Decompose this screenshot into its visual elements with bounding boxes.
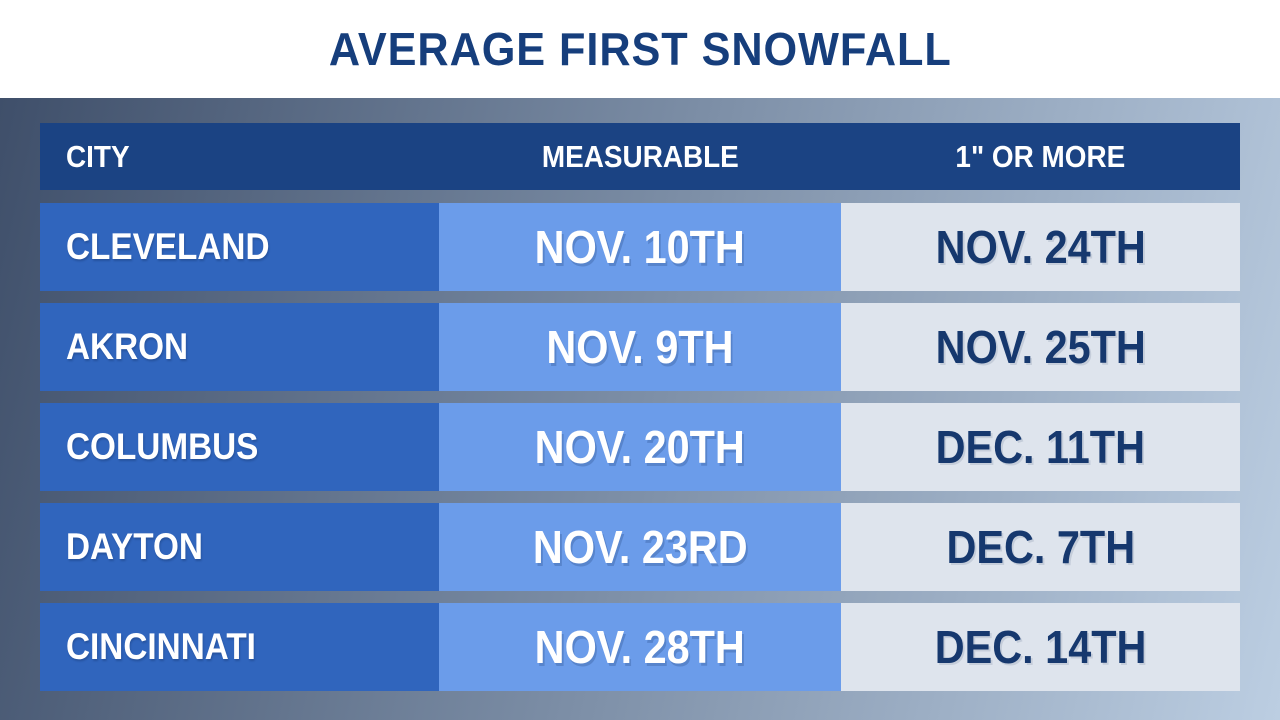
measurable-date: NOV. 20TH bbox=[534, 421, 746, 473]
one-inch-cell: DEC. 14TH bbox=[841, 603, 1240, 691]
table-row: CINCINNATI NOV. 28TH DEC. 14TH bbox=[40, 603, 1240, 691]
measurable-cell: NOV. 20TH bbox=[439, 403, 841, 491]
table-row: CLEVELAND NOV. 10TH NOV. 24TH bbox=[40, 203, 1240, 291]
one-inch-date: DEC. 14TH bbox=[934, 621, 1147, 673]
page-title: AVERAGE FIRST SNOWFALL bbox=[328, 23, 952, 75]
measurable-cell: NOV. 23RD bbox=[439, 503, 841, 591]
measurable-cell: NOV. 10TH bbox=[439, 203, 841, 291]
table-header-row: CITY MEASURABLE 1" OR MORE bbox=[40, 123, 1240, 190]
city-name: COLUMBUS bbox=[66, 426, 259, 467]
header-measurable-label: MEASURABLE bbox=[541, 138, 739, 174]
one-inch-cell: NOV. 25TH bbox=[841, 303, 1240, 391]
measurable-date: NOV. 28TH bbox=[534, 621, 746, 673]
header-one-inch-label: 1" OR MORE bbox=[955, 138, 1126, 174]
city-name: DAYTON bbox=[66, 526, 203, 567]
city-cell: CINCINNATI bbox=[40, 603, 439, 691]
measurable-date: NOV. 9TH bbox=[546, 321, 734, 373]
one-inch-cell: DEC. 11TH bbox=[841, 403, 1240, 491]
one-inch-cell: DEC. 7TH bbox=[841, 503, 1240, 591]
measurable-cell: NOV. 9TH bbox=[439, 303, 841, 391]
header-city-label: CITY bbox=[66, 138, 130, 174]
city-cell: DAYTON bbox=[40, 503, 439, 591]
city-name: CLEVELAND bbox=[66, 226, 270, 267]
one-inch-date: DEC. 11TH bbox=[935, 421, 1146, 473]
table-row: DAYTON NOV. 23RD DEC. 7TH bbox=[40, 503, 1240, 591]
city-cell: COLUMBUS bbox=[40, 403, 439, 491]
city-cell: CLEVELAND bbox=[40, 203, 439, 291]
header-measurable: MEASURABLE bbox=[439, 123, 841, 190]
measurable-date: NOV. 23RD bbox=[532, 521, 748, 573]
city-cell: AKRON bbox=[40, 303, 439, 391]
header-one-inch: 1" OR MORE bbox=[841, 123, 1240, 190]
one-inch-date: NOV. 24TH bbox=[935, 221, 1146, 273]
measurable-date: NOV. 10TH bbox=[534, 221, 746, 273]
city-name: AKRON bbox=[66, 326, 189, 367]
table-row: COLUMBUS NOV. 20TH DEC. 11TH bbox=[40, 403, 1240, 491]
one-inch-cell: NOV. 24TH bbox=[841, 203, 1240, 291]
header-city: CITY bbox=[40, 123, 439, 190]
one-inch-date: DEC. 7TH bbox=[946, 521, 1135, 573]
one-inch-date: NOV. 25TH bbox=[935, 321, 1146, 373]
measurable-cell: NOV. 28TH bbox=[439, 603, 841, 691]
title-band: AVERAGE FIRST SNOWFALL bbox=[0, 0, 1280, 98]
table-row: AKRON NOV. 9TH NOV. 25TH bbox=[40, 303, 1240, 391]
city-name: CINCINNATI bbox=[66, 626, 256, 667]
snowfall-table: CITY MEASURABLE 1" OR MORE CLEVELAND NOV… bbox=[40, 123, 1240, 703]
